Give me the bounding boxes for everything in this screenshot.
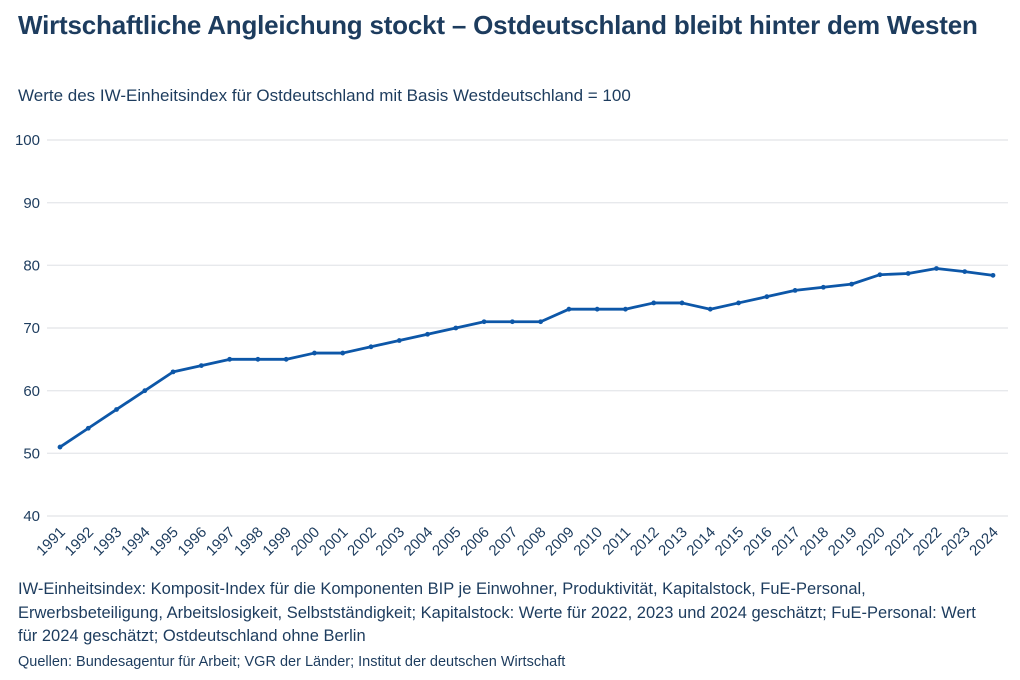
- data-point-marker: [877, 272, 883, 278]
- x-axis-tick-label: 2003: [372, 524, 408, 560]
- data-series-line: [58, 267, 995, 449]
- x-axis-tick-label: 2020: [853, 524, 889, 560]
- x-axis-tick-label: 2002: [344, 524, 380, 560]
- data-point-marker: [764, 294, 770, 300]
- data-point-marker: [651, 300, 657, 306]
- chart-footnote: IW-Einheitsindex: Komposit-Index für die…: [18, 580, 976, 645]
- data-point-marker: [934, 266, 939, 271]
- y-axis-tick-label: 90: [23, 195, 40, 212]
- x-axis-tick-label: 2007: [486, 524, 522, 560]
- x-axis-tick-label: 2012: [627, 524, 663, 560]
- data-point-marker: [57, 444, 63, 450]
- data-point-marker: [962, 269, 968, 274]
- y-axis-tick-label: 50: [23, 446, 40, 463]
- x-axis-tick-label: 2017: [768, 524, 804, 560]
- x-axis-tick-label: 2022: [910, 524, 946, 560]
- data-point-marker: [566, 306, 572, 312]
- x-axis-tick-label: 2016: [740, 524, 776, 560]
- data-point-marker: [396, 338, 402, 343]
- x-axis-tick-label: 1993: [90, 524, 126, 560]
- x-axis-tick-label: 2018: [797, 524, 833, 560]
- chart-subtitle: Werte des IW-Einheitsindex für Ostdeutsc…: [18, 86, 631, 105]
- data-point-marker: [227, 356, 233, 362]
- data-point-marker: [85, 425, 91, 431]
- x-axis-tick-label: 2014: [683, 524, 719, 560]
- x-axis-tick-label: 1994: [118, 524, 154, 560]
- x-axis-tick-label: 2019: [825, 524, 861, 560]
- x-axis-tick-label: 1996: [175, 524, 211, 560]
- y-axis-tick-label: 60: [23, 383, 40, 400]
- data-point-marker: [849, 281, 855, 287]
- data-point-marker: [255, 356, 261, 362]
- data-point-marker: [707, 306, 713, 312]
- data-point-marker: [368, 344, 374, 350]
- x-axis-tick-label: 2006: [457, 524, 493, 560]
- x-axis-tick-label: 2011: [599, 524, 634, 559]
- data-point-marker: [481, 319, 487, 325]
- data-point-marker: [170, 369, 176, 375]
- data-point-marker: [509, 319, 515, 325]
- chart-title: Wirtschaftliche Angleichung stockt – Ost…: [18, 10, 978, 40]
- data-point-marker: [905, 271, 911, 276]
- x-axis-tick-label: 2015: [712, 524, 748, 560]
- x-axis-tick-label: 2010: [570, 524, 606, 560]
- y-axis-tick-label: 80: [23, 258, 40, 275]
- x-axis-tick-label: 2021: [881, 524, 917, 560]
- x-axis-tick-label: 1991: [33, 524, 69, 560]
- x-axis-tick-label: 2009: [542, 524, 578, 560]
- y-axis-tick-label: 100: [15, 132, 40, 149]
- data-point-marker: [594, 306, 600, 312]
- x-axis-tick-label: 1998: [231, 524, 267, 560]
- data-point-marker: [425, 331, 430, 337]
- data-point-marker: [679, 300, 685, 306]
- y-axis-tick-label: 70: [23, 320, 40, 337]
- data-point-marker: [198, 363, 204, 368]
- data-point-marker: [142, 388, 148, 394]
- x-axis-tick-label: 1995: [146, 524, 182, 560]
- x-axis-tick-label: 1999: [259, 524, 295, 560]
- data-point-marker: [453, 325, 459, 331]
- data-point-marker: [990, 272, 996, 278]
- data-point-marker: [623, 306, 628, 312]
- x-axis-tick-label: 2024: [966, 524, 1002, 560]
- data-point-marker: [312, 350, 317, 356]
- x-axis-tick-label: 2008: [514, 524, 550, 560]
- x-axis-tick-label: 2004: [401, 524, 437, 560]
- x-axis-tick-label: 2013: [655, 524, 691, 560]
- x-axis-tick-label: 2000: [288, 524, 324, 560]
- data-point-marker: [820, 284, 826, 290]
- data-point-marker: [283, 356, 289, 362]
- data-point-marker: [114, 407, 119, 412]
- x-axis-tick-label: 2023: [938, 524, 974, 560]
- data-point-marker: [340, 350, 346, 356]
- y-axis-tick-label: 40: [23, 508, 40, 525]
- data-point-marker: [538, 319, 544, 325]
- x-axis-tick-label: 1997: [203, 524, 239, 560]
- data-point-marker: [792, 288, 798, 293]
- x-axis-tick-label: 1992: [61, 524, 97, 560]
- data-point-marker: [736, 300, 741, 306]
- x-axis-tick-label: 2005: [429, 524, 465, 560]
- x-axis-tick-label: 2001: [316, 524, 352, 560]
- chart-source: Quellen: Bundesagentur für Arbeit; VGR d…: [18, 654, 566, 670]
